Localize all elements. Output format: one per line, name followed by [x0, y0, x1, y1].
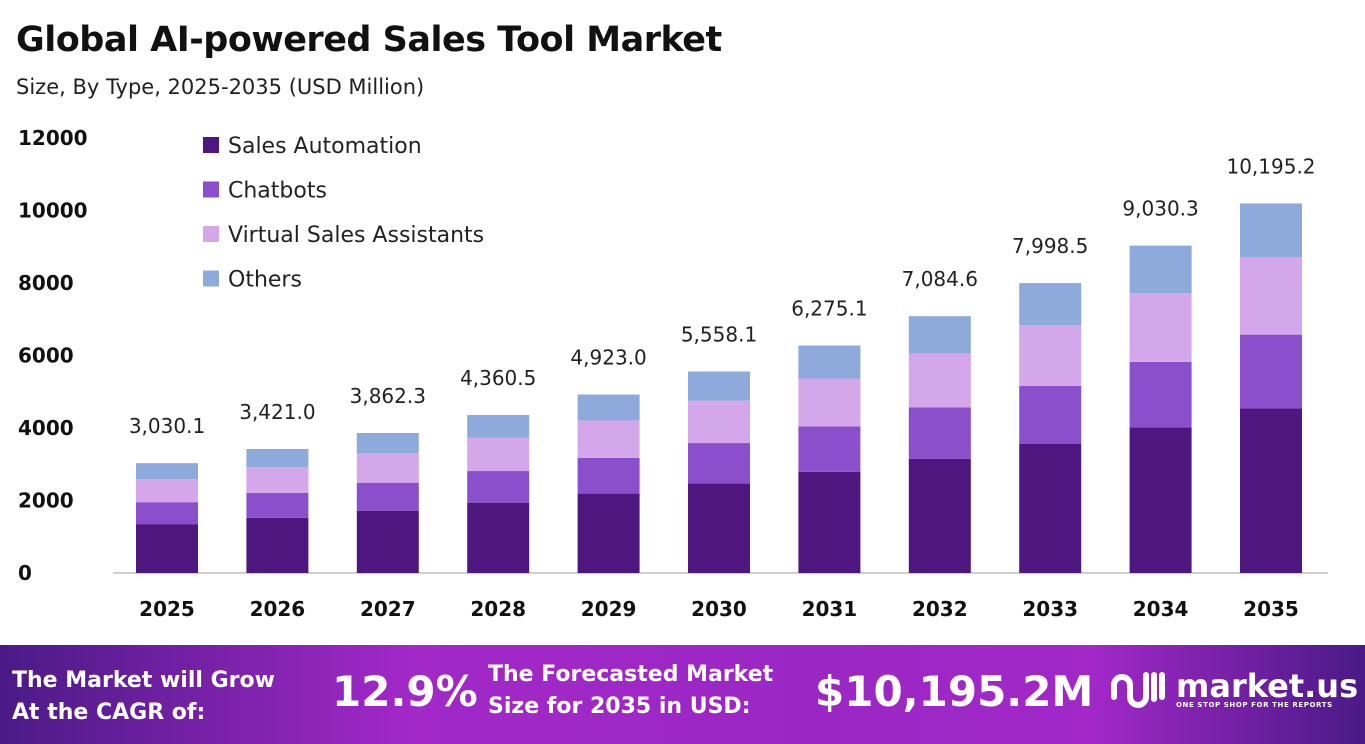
bar-segment-sales-automation — [577, 493, 640, 573]
bar-segment-others — [136, 463, 198, 480]
bar-segment-sales-automation — [1019, 443, 1082, 573]
total-label: 7,084.6 — [902, 267, 978, 291]
total-label: 6,275.1 — [791, 297, 867, 321]
total-label: 7,998.5 — [1012, 234, 1088, 258]
bar-segment-others — [246, 448, 309, 467]
chart-title: Global AI-powered Sales Tool Market — [16, 20, 722, 60]
bar-segment-sales-automation — [1240, 408, 1302, 573]
legend-label: Chatbots — [228, 179, 327, 204]
bar-segment-sales-automation — [246, 517, 309, 573]
total-label: 10,195.2 — [1226, 154, 1315, 178]
bar-segment-virtual-sales-assistants — [356, 453, 419, 483]
bar-segment-sales-automation — [798, 471, 861, 573]
total-label: 9,030.3 — [1122, 197, 1198, 221]
bar-segment-virtual-sales-assistants — [136, 479, 198, 503]
forecast-label: The Forecasted Market Size for 2035 in U… — [488, 659, 773, 723]
x-tick-label: 2031 — [802, 597, 858, 621]
forecast-label-line1: The Forecasted Market — [488, 662, 774, 687]
bar-segment-chatbots — [136, 502, 198, 525]
bar-segment-sales-automation — [136, 524, 198, 573]
y-tick-label: 0 — [18, 561, 32, 585]
forecast-label-line2: Size for 2035 in USD: — [488, 694, 751, 719]
total-label: 3,421.0 — [239, 400, 315, 424]
cagr-label-line1: The Market will Grow — [12, 668, 275, 693]
total-label: 5,558.1 — [681, 323, 757, 347]
cagr-label-line2: At the CAGR of: — [12, 700, 206, 725]
bar-segment-virtual-sales-assistants — [1019, 325, 1082, 386]
bar-segment-sales-automation — [908, 458, 971, 573]
x-tick-label: 2026 — [250, 597, 306, 621]
logo-tagline: ONE STOP SHOP FOR THE REPORTS — [1176, 701, 1333, 709]
bar-segment-virtual-sales-assistants — [798, 378, 861, 427]
bar-segment-chatbots — [1129, 361, 1192, 428]
bar-segment-virtual-sales-assistants — [1240, 257, 1302, 335]
bar-segment-sales-automation — [1129, 427, 1192, 573]
bar-segment-chatbots — [1240, 334, 1302, 409]
market-us-logo: market.us ONE STOP SHOP FOR THE REPORTS — [1108, 667, 1358, 713]
summary-banner: The Market will Grow At the CAGR of: 12.… — [0, 645, 1365, 744]
bar-segment-others — [798, 345, 861, 379]
bar-segment-others — [356, 432, 419, 454]
bar-segment-chatbots — [246, 493, 309, 518]
bar-segment-others — [467, 414, 530, 438]
bar-segment-others — [577, 394, 640, 421]
x-tick-label: 2034 — [1133, 597, 1189, 621]
x-tick-label: 2030 — [691, 597, 747, 621]
x-tick-label: 2035 — [1243, 597, 1299, 621]
bar-segment-virtual-sales-assistants — [577, 420, 640, 458]
x-tick-label: 2032 — [912, 597, 968, 621]
y-tick-label: 10000 — [18, 199, 88, 223]
cagr-value: 12.9% — [332, 667, 478, 716]
bar-segment-virtual-sales-assistants — [688, 400, 750, 444]
legend-swatch — [203, 226, 219, 242]
legend-label: Sales Automation — [228, 134, 422, 159]
y-tick-label: 8000 — [18, 271, 74, 295]
x-tick-label: 2029 — [581, 597, 637, 621]
total-label: 4,360.5 — [460, 366, 536, 390]
forecast-value: $10,195.2M — [815, 667, 1094, 716]
chart-subtitle: Size, By Type, 2025-2035 (USD Million) — [16, 75, 425, 99]
legend-label: Others — [228, 268, 302, 293]
bar-segment-others — [908, 316, 971, 354]
legend-swatch — [203, 137, 219, 153]
x-tick-label: 2033 — [1022, 597, 1078, 621]
bar-segment-chatbots — [577, 457, 640, 494]
y-tick-label: 12000 — [18, 126, 88, 150]
bar-segment-others — [1129, 245, 1192, 294]
x-tick-label: 2027 — [360, 597, 416, 621]
x-tick-label: 2025 — [139, 597, 195, 621]
y-tick-label: 2000 — [18, 489, 74, 513]
bar-segment-chatbots — [467, 471, 530, 503]
bar-segment-chatbots — [908, 407, 971, 459]
bar-segment-virtual-sales-assistants — [467, 437, 530, 472]
bar-segment-virtual-sales-assistants — [246, 466, 309, 494]
logo-text: market.us — [1176, 667, 1359, 705]
bar-segment-virtual-sales-assistants — [1129, 293, 1192, 362]
total-label: 3,862.3 — [350, 384, 426, 408]
bar-segment-others — [688, 371, 750, 401]
bar-segment-chatbots — [798, 426, 861, 472]
y-tick-label: 6000 — [18, 344, 74, 368]
stacked-bar-chart: 0 2000 4000 6000 8000 10000 12000 3,030.1 2025 3,… — [18, 126, 1328, 621]
bar-segment-chatbots — [356, 482, 419, 511]
bar-segment-sales-automation — [356, 510, 419, 573]
bar-segment-virtual-sales-assistants — [908, 353, 971, 408]
bar-segment-chatbots — [1019, 385, 1082, 444]
bar-segment-others — [1019, 283, 1082, 326]
bar-segment-chatbots — [688, 443, 750, 484]
total-label: 4,923.0 — [570, 346, 646, 370]
bar-segment-sales-automation — [467, 502, 530, 573]
total-label: 3,030.1 — [129, 414, 205, 438]
cagr-label: The Market will Grow At the CAGR of: — [12, 665, 275, 729]
bar-segment-others — [1240, 203, 1302, 258]
legend-swatch — [203, 270, 219, 287]
bar-segment-sales-automation — [688, 483, 750, 573]
legend-label: Virtual Sales Assistants — [228, 223, 484, 248]
logo-icon — [1111, 672, 1165, 708]
legend-swatch — [203, 181, 219, 198]
y-tick-label: 4000 — [18, 416, 74, 440]
x-tick-label: 2028 — [470, 597, 526, 621]
